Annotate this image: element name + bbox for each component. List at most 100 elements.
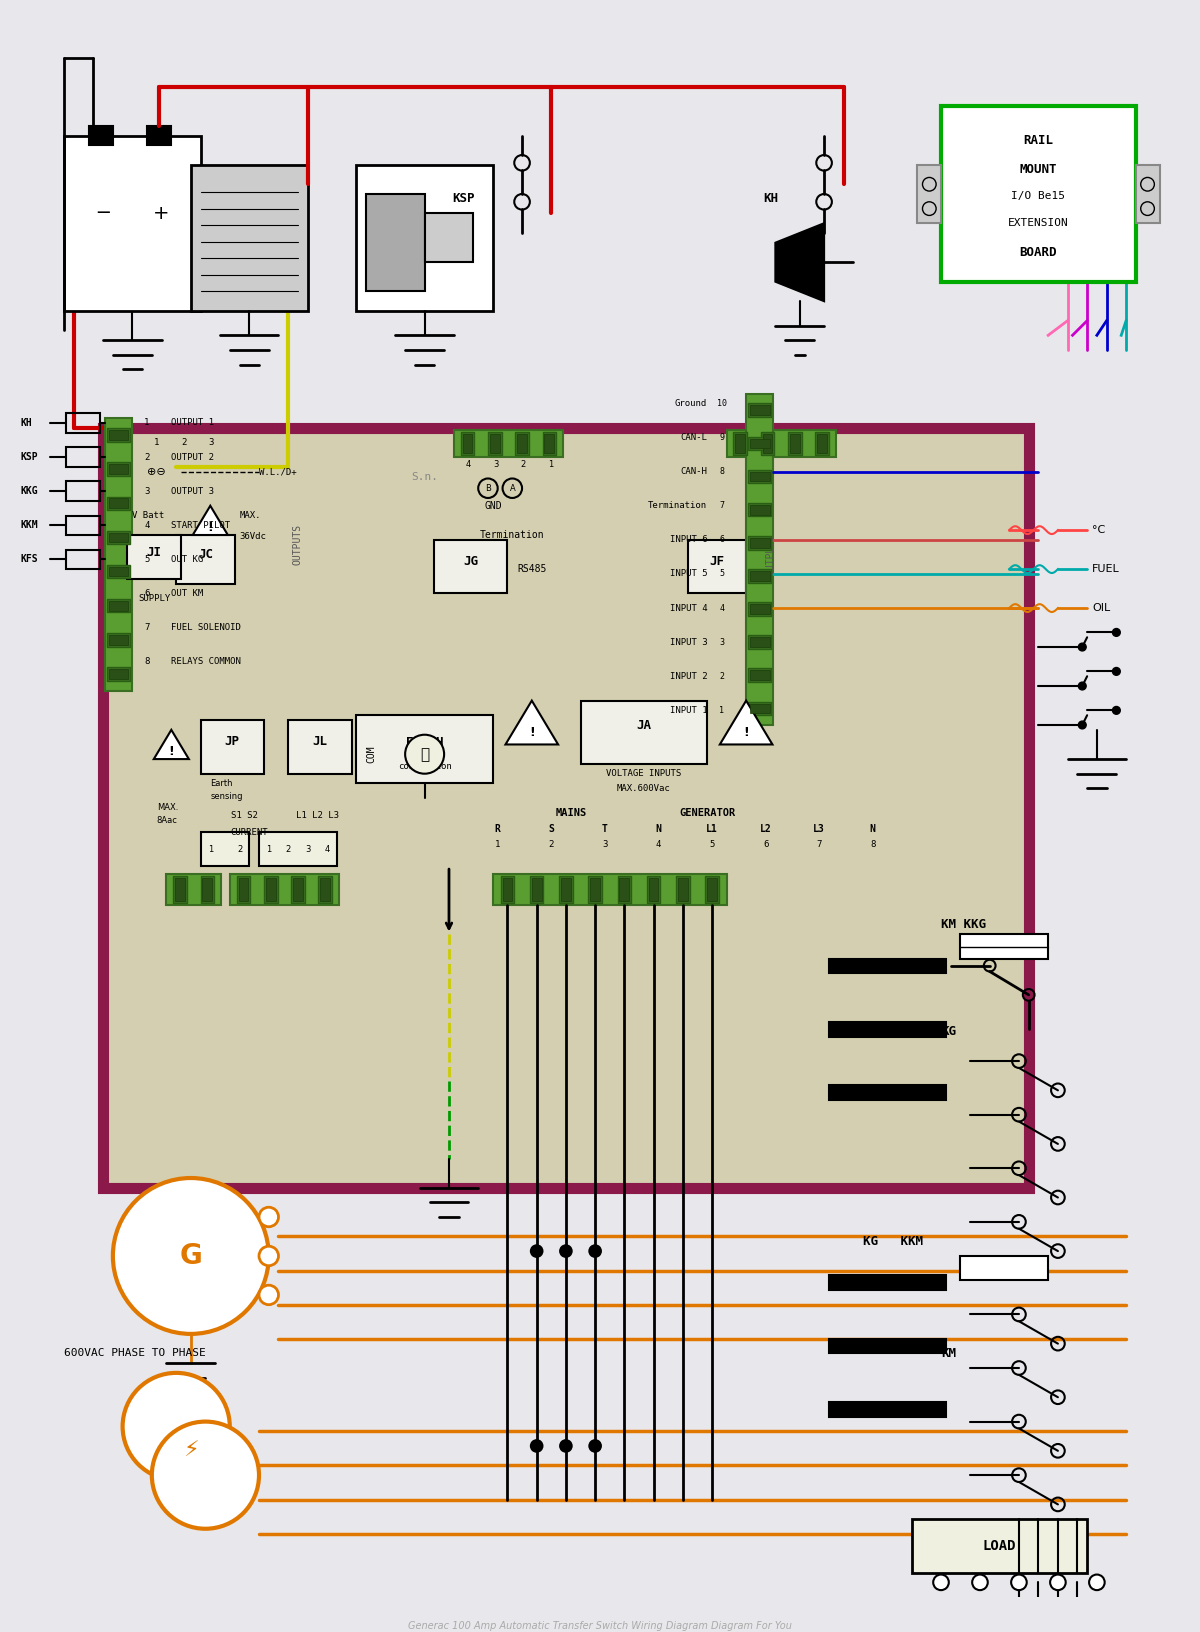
Text: 3: 3 bbox=[602, 840, 607, 849]
Text: INPUT 4: INPUT 4 bbox=[670, 604, 707, 612]
Text: 1: 1 bbox=[144, 418, 150, 428]
Bar bbox=[109, 498, 128, 508]
Bar bbox=[109, 465, 128, 475]
Bar bbox=[463, 434, 473, 454]
Circle shape bbox=[559, 1244, 572, 1258]
Bar bbox=[259, 832, 337, 867]
Bar bbox=[293, 878, 302, 901]
Bar bbox=[960, 1257, 1048, 1281]
Text: 1: 1 bbox=[266, 845, 271, 854]
Bar bbox=[288, 720, 352, 774]
Bar bbox=[588, 876, 602, 902]
Text: 2: 2 bbox=[719, 672, 725, 681]
Text: KKG: KKG bbox=[20, 486, 38, 496]
Bar bbox=[530, 876, 544, 902]
Text: GND: GND bbox=[484, 501, 502, 511]
Text: 3: 3 bbox=[305, 845, 311, 854]
Text: L2: L2 bbox=[760, 824, 772, 834]
Bar bbox=[748, 635, 772, 650]
Text: CAN-L: CAN-L bbox=[680, 432, 707, 442]
Text: 5: 5 bbox=[719, 570, 725, 578]
Text: INPUT 3: INPUT 3 bbox=[670, 638, 707, 646]
Text: 8: 8 bbox=[144, 658, 150, 666]
Text: MAINS: MAINS bbox=[556, 808, 587, 818]
Text: 3: 3 bbox=[493, 460, 498, 468]
Text: 3: 3 bbox=[719, 638, 725, 646]
Bar bbox=[960, 935, 1048, 960]
Bar bbox=[515, 432, 529, 455]
Text: 1: 1 bbox=[719, 707, 725, 715]
Text: KKM: KKM bbox=[20, 521, 38, 530]
Text: KSP: KSP bbox=[20, 452, 38, 462]
Bar bbox=[109, 431, 128, 441]
Bar bbox=[746, 393, 774, 725]
Bar bbox=[191, 165, 307, 312]
Text: 5: 5 bbox=[144, 555, 150, 565]
Text: 8Aac: 8Aac bbox=[157, 816, 178, 824]
Text: RELAYS COMMON: RELAYS COMMON bbox=[172, 658, 241, 666]
Text: KFS: KFS bbox=[20, 555, 38, 565]
Text: R: R bbox=[494, 824, 500, 834]
Text: connection: connection bbox=[397, 762, 451, 770]
Text: 9: 9 bbox=[719, 432, 725, 442]
Bar bbox=[109, 635, 128, 645]
Bar bbox=[239, 878, 248, 901]
Bar bbox=[763, 434, 773, 454]
Text: 6: 6 bbox=[763, 840, 768, 849]
Text: 36Vdc: 36Vdc bbox=[240, 532, 266, 542]
Bar bbox=[748, 535, 772, 550]
Text: KSP: KSP bbox=[452, 193, 475, 206]
Text: B: B bbox=[485, 483, 491, 493]
Text: W.L./D+: W.L./D+ bbox=[259, 467, 296, 477]
Text: ⚡: ⚡ bbox=[182, 1441, 199, 1461]
Bar bbox=[493, 875, 727, 906]
Text: COM: COM bbox=[366, 746, 376, 764]
Bar bbox=[829, 1402, 946, 1417]
Text: 1: 1 bbox=[154, 437, 160, 447]
Bar bbox=[815, 432, 829, 455]
Bar bbox=[66, 516, 100, 535]
Bar bbox=[203, 878, 212, 901]
Text: 600VAC PHASE TO PHASE: 600VAC PHASE TO PHASE bbox=[64, 1348, 206, 1358]
Bar bbox=[106, 418, 132, 690]
Bar bbox=[647, 876, 660, 902]
Bar bbox=[750, 539, 769, 548]
Text: BOARD: BOARD bbox=[1020, 246, 1057, 259]
Text: V Batt: V Batt bbox=[132, 511, 164, 521]
Text: OUT KG: OUT KG bbox=[172, 555, 204, 565]
Bar bbox=[173, 876, 187, 902]
Text: FUEL: FUEL bbox=[1092, 565, 1120, 574]
Text: LOAD: LOAD bbox=[983, 1539, 1016, 1554]
Bar bbox=[829, 960, 946, 973]
Bar bbox=[790, 434, 799, 454]
Bar bbox=[748, 403, 772, 418]
Text: Termination: Termination bbox=[480, 530, 545, 540]
Text: 6: 6 bbox=[144, 589, 150, 597]
Bar bbox=[706, 876, 719, 902]
Bar bbox=[750, 472, 769, 481]
Circle shape bbox=[113, 1178, 269, 1333]
Bar bbox=[292, 876, 305, 902]
Text: JL: JL bbox=[312, 734, 328, 747]
Bar bbox=[107, 428, 131, 442]
Text: L1: L1 bbox=[706, 824, 718, 834]
Bar bbox=[318, 876, 332, 902]
Polygon shape bbox=[775, 224, 824, 302]
Bar bbox=[736, 434, 745, 454]
Circle shape bbox=[1012, 1575, 1027, 1590]
Text: N: N bbox=[655, 824, 661, 834]
Circle shape bbox=[122, 1373, 229, 1480]
Bar bbox=[488, 432, 502, 455]
Bar bbox=[461, 432, 474, 455]
Text: INPUT 6: INPUT 6 bbox=[670, 535, 707, 545]
Text: OUT KM: OUT KM bbox=[172, 589, 204, 597]
Bar bbox=[425, 214, 473, 263]
Text: Earth: Earth bbox=[210, 778, 233, 788]
Polygon shape bbox=[193, 506, 228, 535]
Bar bbox=[200, 720, 264, 774]
Bar bbox=[707, 878, 716, 901]
Circle shape bbox=[1079, 721, 1086, 730]
Bar bbox=[532, 878, 541, 901]
Bar bbox=[146, 126, 172, 145]
Text: A: A bbox=[510, 483, 515, 493]
